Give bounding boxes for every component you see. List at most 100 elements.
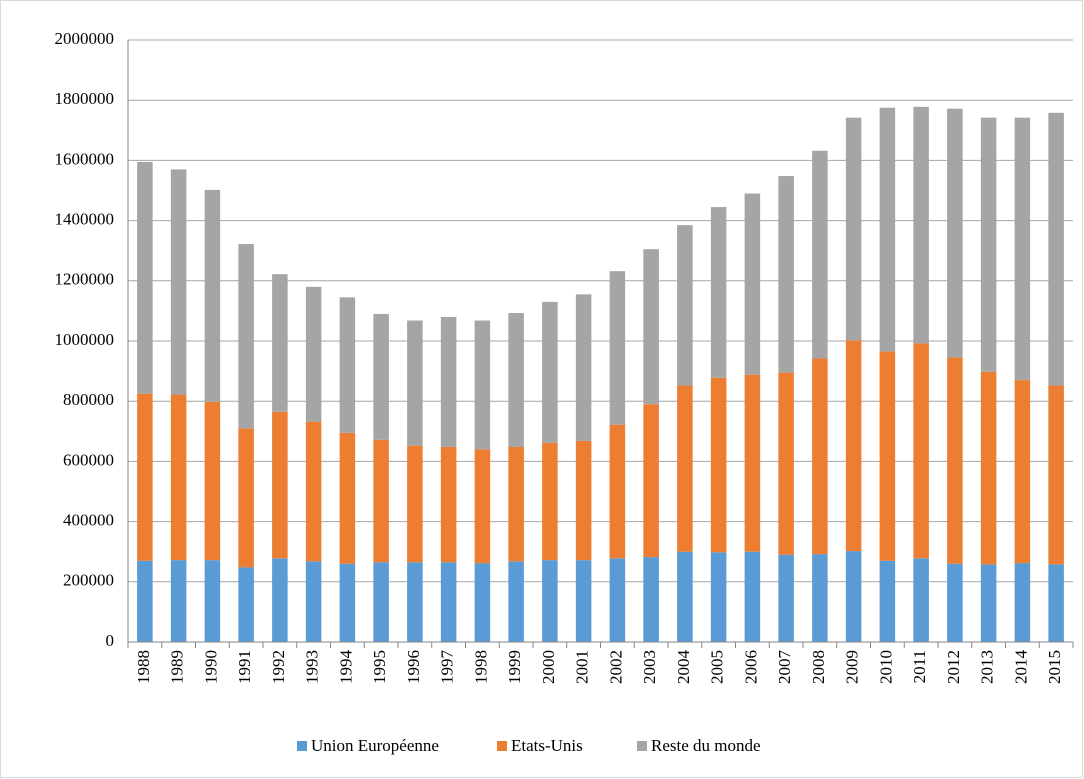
bar-segment [272, 558, 288, 642]
bar-segment [440, 562, 457, 642]
bar-segment [170, 394, 187, 561]
bar-segment [137, 161, 153, 394]
bar-segment [575, 294, 592, 441]
bar-segment [710, 377, 727, 553]
y-tick-label: 400000 [63, 511, 114, 530]
bar-segment [204, 189, 221, 402]
x-tick-label: 1988 [134, 650, 153, 684]
x-tick-label: 2006 [741, 650, 760, 684]
bar-segment [643, 404, 659, 558]
bar-segment [305, 421, 322, 562]
bar-segment [812, 358, 828, 555]
y-tick-label: 2000000 [55, 29, 115, 48]
y-tick-label: 200000 [63, 571, 114, 590]
bar-segment [1048, 385, 1064, 565]
bar-segment [947, 563, 963, 642]
bar-segment [913, 106, 929, 344]
bar-segment [677, 385, 693, 552]
x-tick-label: 2002 [606, 650, 625, 684]
x-tick-label: 2005 [708, 650, 727, 684]
x-tick-label: 2009 [843, 650, 862, 684]
y-tick-label: 800000 [63, 390, 114, 409]
bar-segment [609, 424, 626, 559]
legend-swatch [637, 741, 647, 751]
bar-segment [508, 561, 524, 642]
bar-segment [373, 562, 389, 642]
x-tick-label: 2003 [640, 650, 659, 684]
x-tick-label: 1997 [438, 650, 457, 685]
legend-label: Union Européenne [311, 736, 439, 755]
x-tick-label: 1996 [404, 650, 423, 684]
bar-segment [980, 117, 997, 372]
x-tick-label: 2012 [944, 650, 963, 684]
bar-segment [542, 442, 558, 561]
x-tick-label: 1991 [235, 650, 254, 684]
bar-segment [947, 108, 963, 358]
y-tick-label: 0 [106, 631, 115, 650]
x-tick-label: 1989 [168, 650, 187, 684]
bar-segment [474, 449, 491, 564]
bar-segment [440, 316, 457, 447]
bar-segment [609, 558, 626, 642]
x-tick-label: 2011 [910, 650, 929, 683]
y-tick-label: 1800000 [55, 89, 115, 108]
bar-segment [677, 225, 693, 386]
bar-segment [542, 560, 558, 642]
x-tick-label: 2015 [1045, 650, 1064, 684]
bar-segment [1014, 563, 1031, 642]
bar-segment [373, 313, 389, 440]
bar-segment [407, 320, 423, 446]
bar-segment [508, 313, 524, 447]
bar-segment [879, 351, 896, 561]
bar-segment [474, 563, 491, 642]
bar-segment [305, 561, 322, 642]
bar-segment [710, 552, 727, 642]
bar-segment [339, 297, 356, 433]
bar-segment [980, 564, 997, 642]
y-tick-label: 1000000 [55, 330, 115, 349]
bar-segment [947, 357, 963, 564]
legend-swatch [297, 741, 307, 751]
bar-segment [272, 274, 288, 412]
y-tick-label: 1200000 [55, 270, 115, 289]
bar-segment [778, 372, 794, 555]
x-tick-label: 1998 [471, 650, 490, 684]
bar-segment [508, 446, 524, 562]
y-tick-label: 1600000 [55, 149, 115, 168]
x-tick-label: 1994 [336, 650, 355, 685]
bar-segment [744, 193, 761, 375]
bar-segment [575, 560, 592, 642]
bar-segment [1014, 117, 1031, 381]
bar-segment [778, 176, 794, 373]
bar-segment [542, 301, 558, 443]
bar-segment [440, 446, 457, 563]
x-tick-label: 2014 [1011, 650, 1030, 685]
bar-segment [170, 169, 187, 395]
bar-segment [710, 207, 727, 378]
bar-segment [407, 562, 423, 642]
bar-segment [305, 286, 322, 422]
bar-segment [677, 551, 693, 642]
bar-segment [845, 117, 862, 341]
bar-segment [913, 558, 929, 642]
x-tick-label: 2010 [876, 650, 895, 684]
bar-segment [812, 554, 828, 642]
bar-segment [744, 551, 761, 642]
bar-segment [980, 371, 997, 565]
bar-segment [643, 249, 659, 405]
bar-segment [812, 150, 828, 359]
bar-segment [204, 560, 221, 642]
bar-segment [137, 560, 153, 642]
x-tick-label: 1990 [201, 650, 220, 684]
bar-segment [1048, 564, 1064, 642]
x-tick-label: 1999 [505, 650, 524, 684]
x-tick-label: 2004 [674, 650, 693, 685]
x-tick-label: 1993 [303, 650, 322, 684]
y-tick-label: 1400000 [55, 210, 115, 229]
bar-segment [238, 567, 254, 642]
bar-segment [170, 560, 187, 642]
bar-segment [845, 340, 862, 552]
bar-segment [575, 440, 592, 561]
bar-segment [339, 563, 356, 642]
